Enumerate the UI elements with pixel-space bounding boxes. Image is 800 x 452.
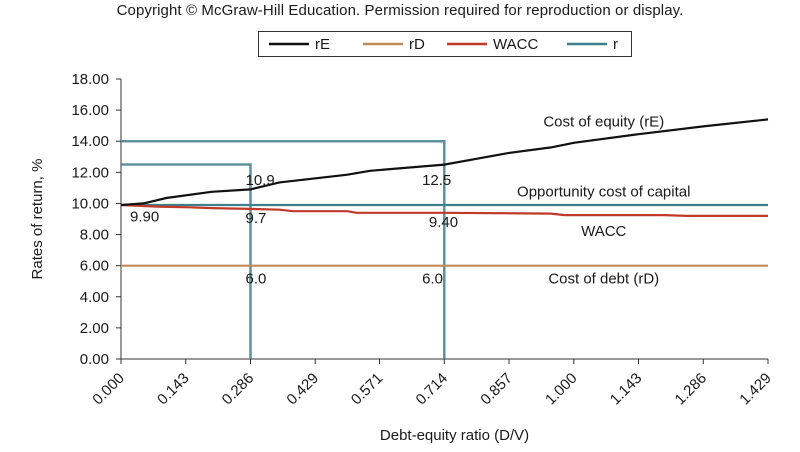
y-axis-title: Rates of return, % bbox=[29, 159, 46, 280]
y-tick-label: 2.00 bbox=[80, 320, 109, 337]
y-tick-label: 10.00 bbox=[71, 195, 109, 212]
chart-annotation: 12.5 bbox=[422, 172, 451, 189]
x-axis-title: Debt-equity ratio (D/V) bbox=[380, 427, 529, 444]
chart-annotation: WACC bbox=[581, 223, 626, 240]
chart-annotation: Opportunity cost of capital bbox=[517, 183, 690, 200]
x-tick-label: 1.429 bbox=[736, 370, 775, 409]
x-tick-label: 1.286 bbox=[672, 370, 711, 409]
x-tick-label: 0.000 bbox=[89, 370, 128, 409]
series-line-rE bbox=[120, 118, 769, 207]
guide-line bbox=[121, 163, 252, 359]
chart-annotation: 9.40 bbox=[429, 214, 458, 231]
legend-label-rE: rE bbox=[315, 36, 330, 53]
y-tick-label: 14.00 bbox=[71, 133, 109, 150]
x-tick-label: 0.714 bbox=[413, 370, 452, 409]
chart-annotation: 9.7 bbox=[246, 210, 267, 227]
chart-annotation: 6.0 bbox=[422, 271, 443, 288]
legend-graphic: rE rD WACC r bbox=[269, 36, 618, 53]
x-tick-label: 0.857 bbox=[477, 370, 516, 409]
x-tick-label: 0.571 bbox=[348, 370, 387, 409]
y-tick-label: 16.00 bbox=[71, 102, 109, 119]
y-tick-label: 4.00 bbox=[80, 289, 109, 306]
copyright-notice: Copyright © McGraw-Hill Education. Permi… bbox=[116, 2, 684, 19]
y-tick-label: 8.00 bbox=[80, 227, 109, 244]
series-line-WACC bbox=[120, 203, 768, 217]
chart-annotation: 9.90 bbox=[130, 208, 159, 225]
y-tick-label: 6.00 bbox=[80, 258, 109, 275]
y-tick-label: 0.00 bbox=[80, 351, 109, 368]
legend-label-r: r bbox=[613, 36, 618, 53]
x-tick-label: 1.000 bbox=[542, 370, 581, 409]
chart-annotation: 10.9 bbox=[246, 172, 275, 189]
chart-annotation: 6.0 bbox=[246, 271, 267, 288]
legend-label-rD: rD bbox=[409, 36, 425, 53]
legend: rE rD WACC r bbox=[258, 31, 632, 57]
chart-annotation: Cost of equity (rE) bbox=[543, 113, 664, 130]
guide-line bbox=[121, 139, 446, 359]
legend-label-WACC: WACC bbox=[493, 36, 538, 53]
y-tick-label: 12.00 bbox=[71, 164, 109, 181]
x-tick-label: 0.286 bbox=[219, 370, 258, 409]
x-tick-label: 1.143 bbox=[607, 370, 646, 409]
y-tick-label: 18.00 bbox=[71, 71, 109, 88]
x-tick-label: 0.429 bbox=[283, 370, 322, 409]
chart-annotation: Cost of debt (rD) bbox=[548, 271, 659, 288]
x-tick-label: 0.143 bbox=[154, 370, 193, 409]
